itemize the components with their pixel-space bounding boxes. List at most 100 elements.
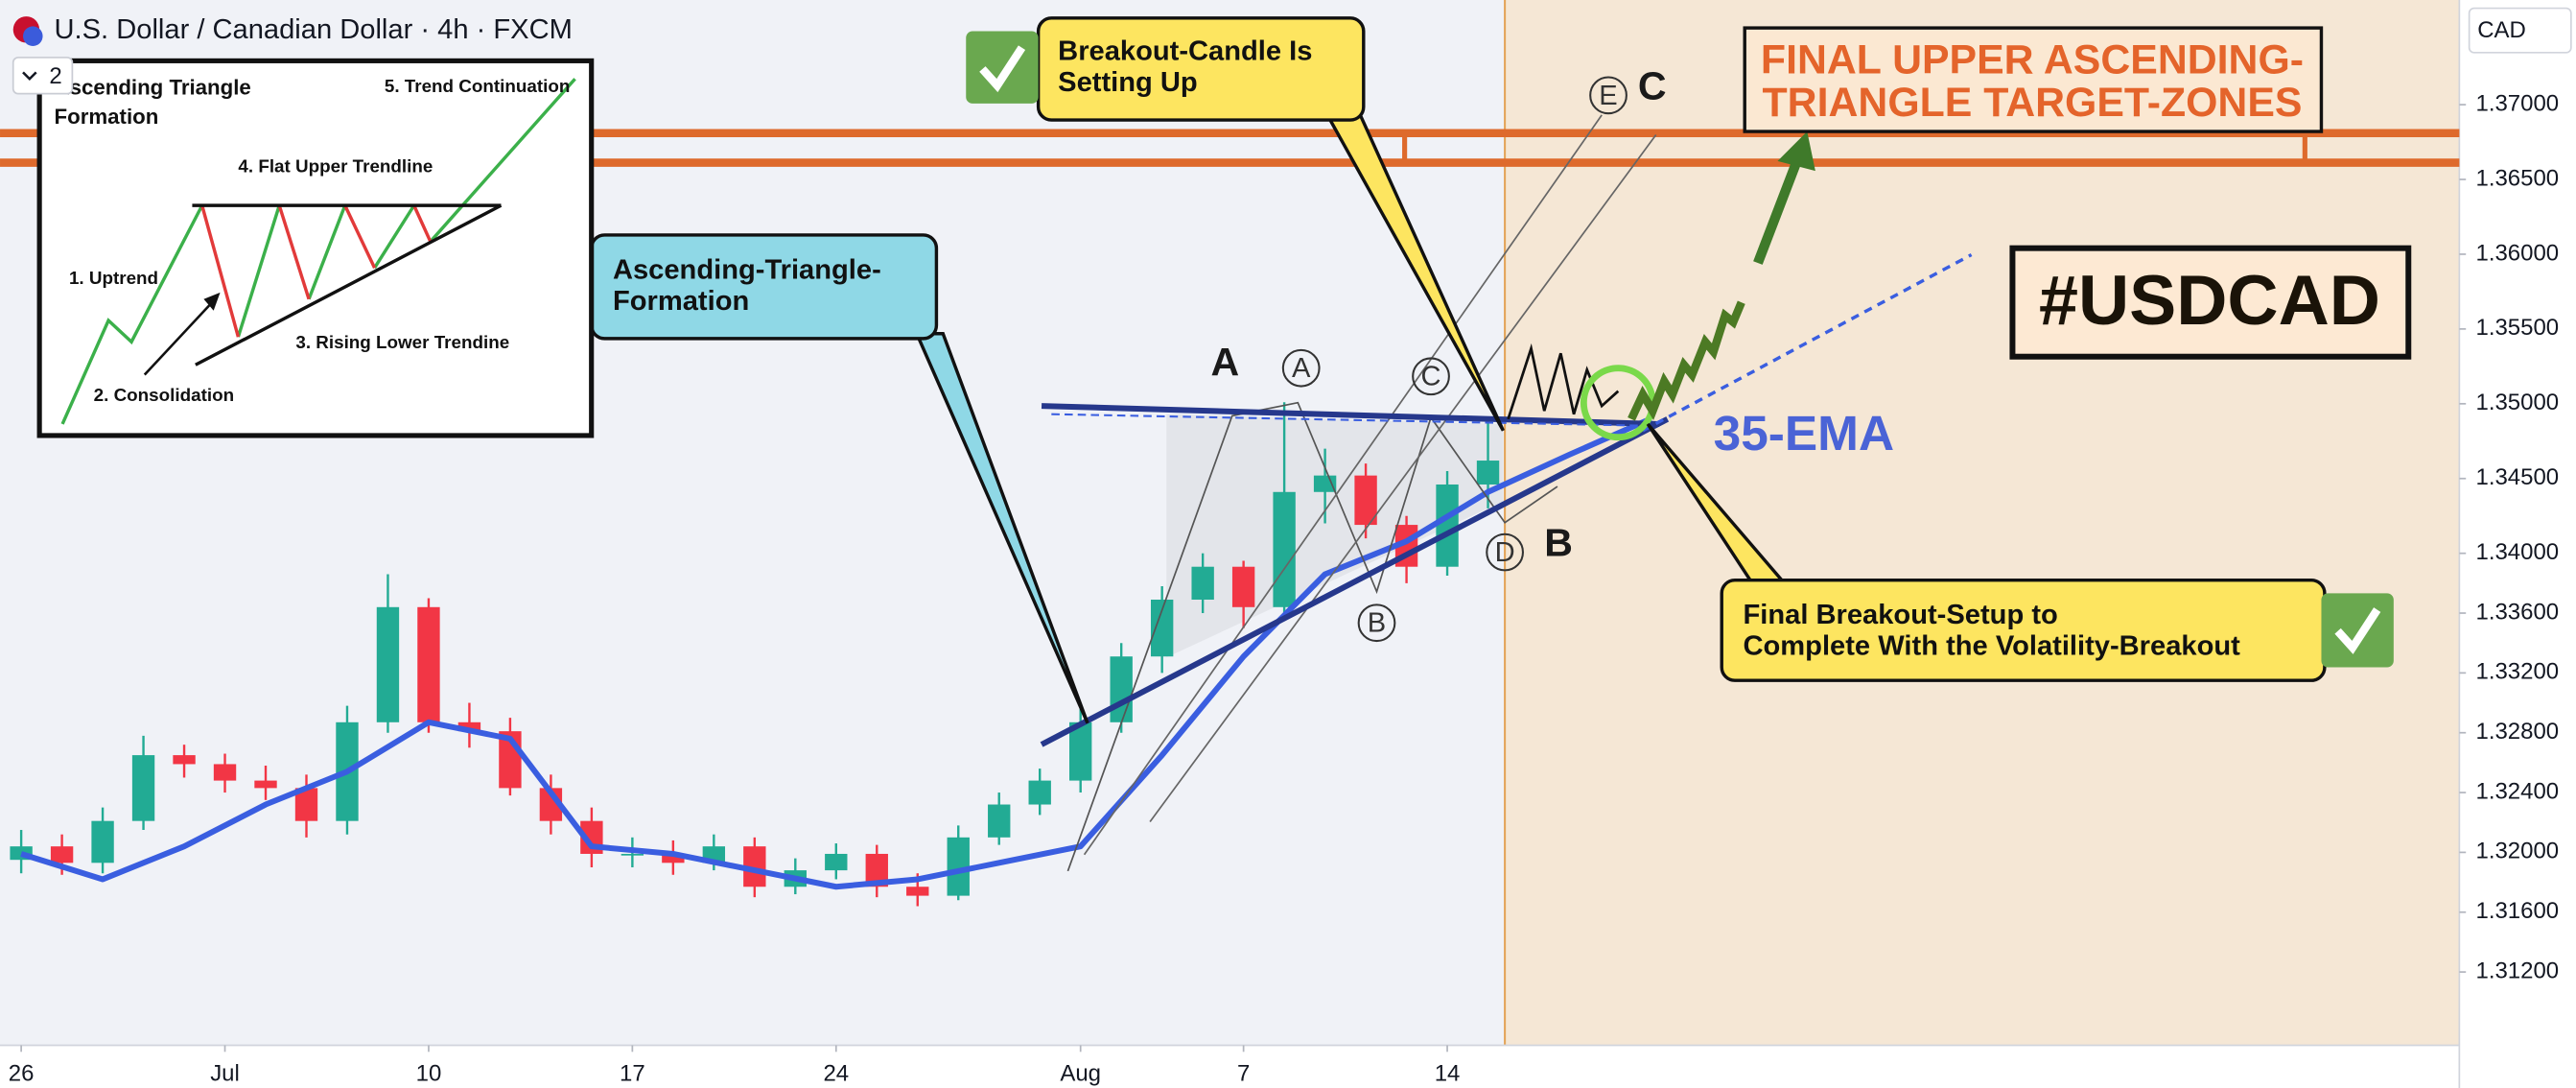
ticker-tag: [2009, 245, 2412, 360]
x-tick-label: Aug: [1060, 1061, 1101, 1087]
callout-text: Setting Up: [1058, 67, 1198, 98]
y-tick-label: 1.35500: [2475, 315, 2559, 341]
candle-body: [173, 755, 196, 765]
price-axis: [2459, 0, 2576, 1088]
candle-body: [1273, 491, 1296, 607]
candle-body: [131, 755, 155, 821]
circled-label: C: [1421, 362, 1441, 392]
inset-leg: [343, 204, 377, 269]
x-tick-label: 14: [1435, 1061, 1461, 1087]
zigzag: [1507, 343, 1620, 420]
callout-text: FINAL UPPER ASCENDING-: [1761, 36, 2304, 83]
circled-label: B: [1368, 608, 1386, 639]
candle-body: [621, 853, 644, 856]
x-tick-label: 7: [1237, 1061, 1250, 1087]
point-label: C: [1638, 63, 1667, 107]
candle-body: [50, 846, 74, 863]
candle-body: [825, 853, 848, 871]
inset-arrow-head: [203, 292, 221, 311]
x-tick-label: 10: [416, 1061, 442, 1087]
layout-button[interactable]: [12, 57, 74, 95]
currency-label[interactable]: CAD: [2477, 17, 2526, 43]
inset-leg: [373, 204, 416, 270]
inset-leg: [412, 204, 433, 243]
point-circles: [1281, 76, 1628, 643]
candle-body: [865, 853, 888, 887]
inset-continuation: [429, 78, 576, 243]
x-tick-label: 17: [620, 1061, 645, 1087]
callout-text: Ascending-Triangle-: [613, 254, 881, 285]
y-tick-label: 1.33600: [2475, 599, 2559, 625]
candle-body: [947, 837, 970, 896]
inset-arrow: [143, 299, 215, 376]
target-arrow: [1753, 162, 1801, 265]
callout-text: TRIANGLE TARGET-ZONES: [1763, 80, 2303, 126]
candle-body: [743, 846, 766, 887]
candle-body: [988, 804, 1011, 838]
candle-body: [662, 853, 685, 863]
inset-leg: [277, 204, 311, 300]
time-axis: [0, 1045, 2460, 1088]
candle-body: [1191, 566, 1214, 600]
candle-body: [1150, 599, 1174, 657]
y-tick-label: 1.33200: [2475, 659, 2559, 685]
layout-count[interactable]: 2: [49, 63, 61, 89]
y-tick-label: 1.37000: [2475, 90, 2559, 116]
inset-leg: [200, 204, 241, 338]
inset-title: Formation: [55, 105, 159, 129]
inset-lower-line: [195, 203, 503, 367]
candle-body: [1069, 721, 1092, 781]
check-icon: [2321, 593, 2394, 668]
inset-label: 2. Consolidation: [94, 385, 234, 405]
candle-body: [213, 764, 237, 781]
candle-body: [294, 788, 318, 821]
candle-body: [91, 820, 114, 863]
chevron: [22, 71, 37, 82]
projection-line: [1083, 114, 1603, 856]
check-mark: [2334, 607, 2381, 654]
ema-label: 35-EMA: [1714, 405, 1894, 461]
symbol-title[interactable]: U.S. Dollar / Canadian Dollar · 4h · FXC…: [55, 14, 573, 45]
candle-body: [1231, 566, 1255, 607]
candle-body: [417, 606, 440, 722]
x-tick-label: 26: [9, 1061, 35, 1087]
upper-trendline: [1041, 403, 1660, 427]
projected-candles: [1628, 300, 1745, 421]
candle-body: [1313, 475, 1337, 492]
currency-box[interactable]: [2468, 7, 2572, 54]
y-tick-label: 1.35000: [2475, 390, 2559, 415]
callout-text: Complete With the Volatility-Breakout: [1743, 631, 2240, 662]
y-tick-label: 1.31200: [2475, 958, 2559, 983]
ema-line: [20, 415, 1652, 890]
target-callout: [1743, 26, 2324, 133]
y-tick-label: 1.34500: [2475, 464, 2559, 490]
target-arrow-head: [1777, 131, 1815, 172]
candle-body: [1110, 656, 1133, 722]
upper-trendline-dash: [1051, 413, 1644, 427]
inset-label: 5. Trend Continuation: [385, 76, 571, 96]
callout-text: Breakout-Candle Is: [1058, 36, 1312, 67]
callout-text: Final Breakout-Setup to: [1743, 600, 2057, 630]
inset-drawing: [60, 78, 576, 425]
inset-uptrend: [60, 204, 204, 425]
circled-label: A: [1292, 353, 1311, 384]
candle-body: [1436, 484, 1459, 567]
candle-body: [1354, 475, 1377, 526]
check-icon: [966, 31, 1039, 104]
inset-panel: [36, 58, 595, 438]
x-tick-label: 24: [823, 1061, 849, 1087]
trend-extension: [1642, 253, 1973, 433]
y-tick-label: 1.32800: [2475, 719, 2559, 745]
pattern-drawings: [1040, 114, 1973, 872]
projection-zone: [1505, 0, 2460, 1046]
inset-label: 1. Uptrend: [69, 268, 158, 288]
inset-title: Ascending Triangle: [55, 75, 251, 99]
candle-body: [1476, 461, 1500, 485]
inset-leg: [307, 204, 347, 300]
ticker-text: #USDCAD: [2039, 260, 2380, 340]
lower-trendline: [1040, 416, 1670, 747]
inset-label: 3. Rising Lower Trendine: [295, 332, 509, 352]
candle-body: [906, 887, 929, 896]
